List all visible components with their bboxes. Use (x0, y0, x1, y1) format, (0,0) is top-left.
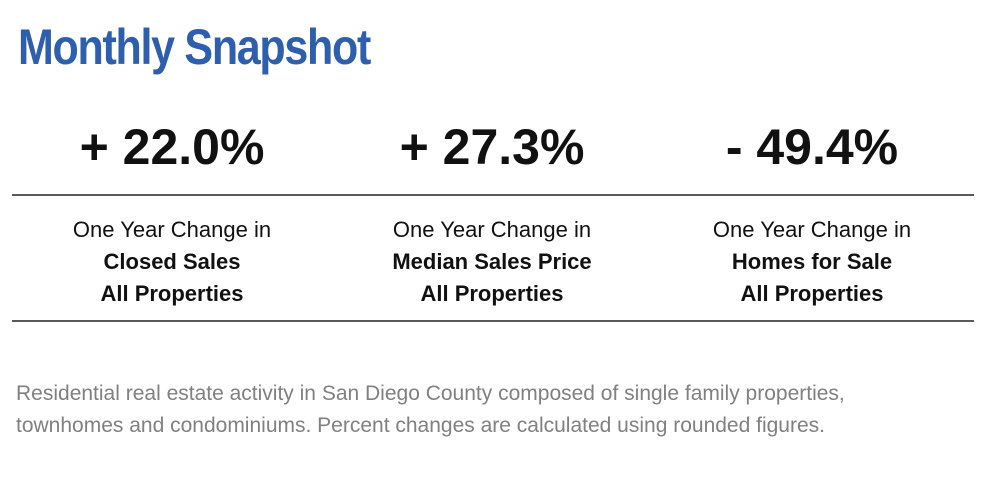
label-scope: All Properties (740, 281, 884, 306)
label-metric: Median Sales Price (392, 249, 592, 274)
page-title: Monthly Snapshot (18, 19, 371, 75)
label-median-sales-price: One Year Change in Median Sales Price Al… (332, 196, 652, 320)
label-scope: All Properties (420, 281, 564, 306)
label-scope: All Properties (100, 281, 244, 306)
stat-median-price-change: + 27.3% (399, 119, 585, 175)
label-closed-sales: One Year Change in Closed Sales All Prop… (12, 196, 332, 320)
label-caption: One Year Change in (712, 217, 912, 242)
label-homes-for-sale: One Year Change in Homes for Sale All Pr… (652, 196, 972, 320)
stat-labels-row: One Year Change in Closed Sales All Prop… (12, 196, 974, 322)
label-caption: One Year Change in (72, 217, 272, 242)
stat-homes-for-sale-change: - 49.4% (725, 119, 899, 175)
label-metric: Homes for Sale (731, 249, 893, 274)
footnote: Residential real estate activity in San … (16, 382, 845, 437)
label-caption: One Year Change in (392, 217, 592, 242)
label-metric: Closed Sales (103, 249, 241, 274)
stats-row: + 22.0% + 27.3% - 49.4% (12, 112, 974, 196)
stat-closed-sales-change: + 22.0% (79, 119, 265, 175)
